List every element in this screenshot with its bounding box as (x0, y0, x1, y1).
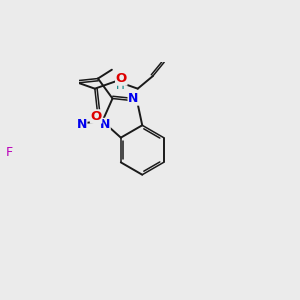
Text: H: H (116, 80, 124, 92)
Text: N: N (76, 118, 87, 131)
Text: O: O (91, 110, 102, 123)
Text: O: O (116, 72, 127, 85)
Text: N: N (100, 118, 110, 131)
Text: F: F (6, 146, 13, 159)
Text: N: N (128, 92, 139, 105)
